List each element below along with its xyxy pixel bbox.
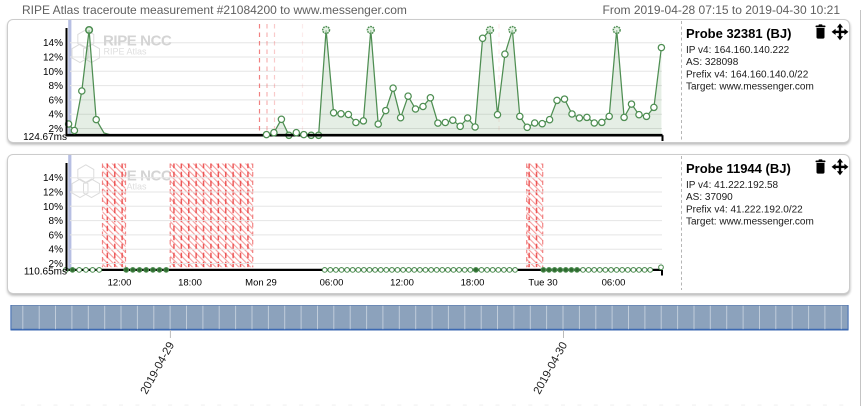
svg-text:Prefix v4: 41.222.192.0/22: Prefix v4: 41.222.192.0/22	[686, 204, 803, 215]
svg-text:IP v4: 164.160.140.222: IP v4: 164.160.140.222	[686, 45, 790, 56]
svg-text:10%: 10%	[43, 202, 63, 213]
svg-text:6%: 6%	[49, 230, 64, 241]
svg-text:12%: 12%	[43, 53, 63, 64]
svg-text:124.67ms: 124.67ms	[23, 132, 67, 143]
svg-text:AS: 328098: AS: 328098	[686, 57, 739, 68]
svg-text:18:00: 18:00	[461, 278, 485, 289]
svg-text:8%: 8%	[49, 81, 64, 92]
svg-text:2019-04-30: 2019-04-30	[532, 340, 571, 396]
svg-text:Probe 32381 (BJ): Probe 32381 (BJ)	[686, 26, 792, 41]
svg-text:RIPE NCC: RIPE NCC	[103, 33, 172, 50]
svg-text:14%: 14%	[43, 38, 63, 49]
svg-text:Target: www.messenger.com: Target: www.messenger.com	[686, 82, 814, 93]
svg-text:12:00: 12:00	[108, 278, 132, 289]
svg-text:8%: 8%	[49, 216, 64, 227]
svg-text:06:00: 06:00	[602, 278, 626, 289]
svg-text:110.65ms: 110.65ms	[24, 267, 67, 278]
svg-text:06:00: 06:00	[320, 278, 344, 289]
svg-text:Prefix v4: 164.160.140.0/22: Prefix v4: 164.160.140.0/22	[686, 69, 809, 80]
svg-text:AS: 37090: AS: 37090	[686, 192, 733, 203]
svg-text:10%: 10%	[43, 67, 63, 78]
svg-text:12:00: 12:00	[390, 278, 414, 289]
svg-text:IP v4: 41.222.192.58: IP v4: 41.222.192.58	[686, 180, 779, 191]
svg-text:2%: 2%	[49, 259, 64, 270]
svg-text:RIPE Atlas: RIPE Atlas	[104, 47, 148, 57]
svg-text:Probe 11944 (BJ): Probe 11944 (BJ)	[686, 161, 791, 176]
svg-text:2%: 2%	[49, 124, 64, 135]
svg-text:4%: 4%	[49, 110, 64, 121]
svg-text:6%: 6%	[49, 95, 64, 106]
svg-text:2019-04-29: 2019-04-29	[139, 340, 178, 396]
svg-text:14%: 14%	[43, 173, 63, 184]
svg-text:Tue 30: Tue 30	[528, 278, 557, 289]
svg-text:Mon 29: Mon 29	[245, 278, 277, 289]
svg-text:18:00: 18:00	[178, 278, 202, 289]
svg-text:12%: 12%	[43, 188, 63, 199]
svg-text:Target: www.messenger.com: Target: www.messenger.com	[686, 217, 814, 228]
svg-text:4%: 4%	[49, 245, 64, 256]
